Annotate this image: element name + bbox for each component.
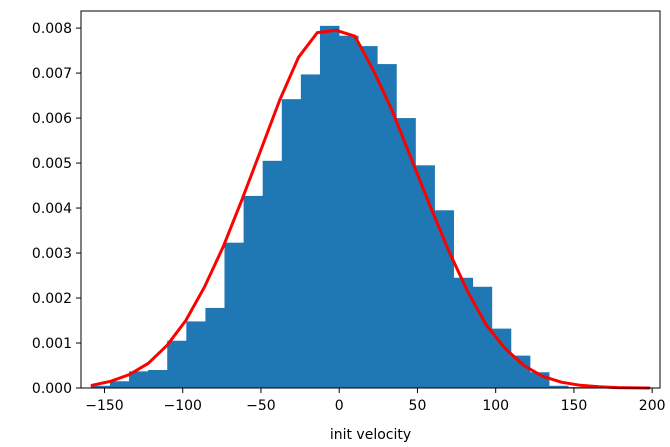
x-tick-label: 100 xyxy=(482,398,509,414)
y-axis-ticks: 0.000 0.001 0.002 0.003 0.004 0.005 0.006 0.007… xyxy=(32,21,81,397)
y-tick-label: 0.006 xyxy=(32,111,72,127)
histogram-bar-6 xyxy=(205,307,225,388)
histogram-bars xyxy=(90,25,588,389)
histogram-bar-4 xyxy=(167,340,187,388)
curve-layer xyxy=(90,28,651,390)
x-tick-label: 150 xyxy=(561,398,588,414)
histogram-bar-19 xyxy=(453,277,474,388)
histogram-bar-17 xyxy=(415,165,435,388)
histogram-bar-20 xyxy=(472,286,493,388)
histogram-bar-10 xyxy=(281,99,302,389)
histogram-bar-11 xyxy=(300,74,321,389)
x-tick-label: −50 xyxy=(246,398,276,414)
histogram-bar-2 xyxy=(129,371,149,388)
axes-frame xyxy=(80,10,661,389)
histogram-bar-9 xyxy=(262,160,283,388)
histogram-bar-8 xyxy=(243,195,264,388)
histogram-bar-5 xyxy=(186,321,206,388)
histogram-bar-24 xyxy=(549,385,569,388)
histogram-bar-3 xyxy=(148,370,168,388)
histogram-bar-13 xyxy=(339,35,359,388)
histogram-bar-14 xyxy=(358,46,378,388)
histogram-bar-0 xyxy=(90,385,111,388)
histogram-bar-15 xyxy=(377,64,397,388)
x-tick-label: −100 xyxy=(163,398,201,414)
x-tick-label: 50 xyxy=(409,398,427,414)
histogram-bar-22 xyxy=(510,355,531,388)
y-tick-label: 0.003 xyxy=(32,246,72,262)
histogram-bar-21 xyxy=(491,328,512,388)
x-tick-label: 0 xyxy=(335,398,344,414)
x-tick-label: −150 xyxy=(85,398,123,414)
x-tick-label: 200 xyxy=(639,398,666,414)
histogram-bar-12 xyxy=(319,25,340,388)
histogram-bar-7 xyxy=(224,242,244,388)
y-tick-label: 0.000 xyxy=(32,381,72,397)
y-tick-label: 0.008 xyxy=(32,21,72,37)
histogram-bar-1 xyxy=(109,381,130,388)
y-tick-label: 0.001 xyxy=(32,336,72,352)
y-tick-label: 0.007 xyxy=(32,66,72,82)
x-axis-ticks: −150 −100 −50 0 50 100 150 200 xyxy=(85,388,666,414)
density-curve-line xyxy=(90,28,651,390)
y-tick-label: 0.005 xyxy=(32,156,72,172)
x-axis-label: init velocity xyxy=(330,427,411,443)
y-tick-label: 0.004 xyxy=(32,201,72,217)
histogram-bar-16 xyxy=(396,118,416,389)
y-tick-label: 0.002 xyxy=(32,291,72,307)
